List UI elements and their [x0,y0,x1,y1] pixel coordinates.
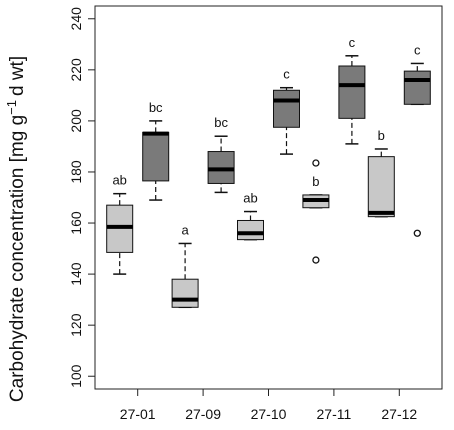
significance-label: ab [243,191,257,206]
box-27-09-light: a [171,222,199,309]
box-27-09-dark: bc [207,115,235,194]
box-27-11-light: b [302,159,330,264]
box-body [237,219,264,241]
significance-label: c [414,42,421,57]
y-axis-label-superscript: −1 [4,100,19,115]
y-tick-label: 140 [68,262,84,286]
box-body [338,65,366,119]
y-tick-label: 160 [68,211,84,235]
box-27-11-dark: c [338,35,366,145]
outlier-point [413,229,421,237]
y-tick-label: 120 [68,313,84,337]
x-tick-label: 27-12 [381,406,417,422]
y-tick-label: 100 [68,364,84,388]
box-27-10-dark: c [273,67,300,155]
y-tick-label: 220 [68,58,84,82]
y-tick-label: 180 [68,160,84,184]
x-tick-label: 27-09 [185,406,221,422]
significance-label: bc [149,100,163,115]
box-body [403,70,431,105]
y-axis-label: Carbohydrate concentration [mg g−1 d wt] [4,56,28,402]
significance-label: b [312,174,319,189]
outlier-point [312,159,320,167]
box-27-01-dark: bc [142,100,170,201]
box-27-12-dark: c [403,42,431,237]
significance-label: bc [214,115,228,130]
box-27-12-light: b [367,128,395,218]
y-tick-label: 240 [68,7,84,31]
x-axis: 27-01 27-09 27-10 27-11 27-12 [120,389,417,422]
significance-label: b [378,128,385,143]
box-27-01-light: ab [106,173,134,275]
significance-label: c [283,67,290,82]
box-27-10-light: ab [237,191,264,241]
y-axis-label-main: Carbohydrate concentration [mg g [7,115,28,402]
y-axis-label-tail: d wt] [7,56,28,96]
box-body [367,156,395,218]
outlier-point [312,256,320,264]
y-tick-label: 200 [68,109,84,133]
significance-label: c [349,35,356,50]
x-tick-label: 27-10 [251,406,287,422]
significance-label: a [181,222,189,237]
x-tick-label: 27-01 [120,406,156,422]
y-axis: 100 120 140 160 180 200 220 240 [68,7,95,388]
box-body [142,131,170,182]
box-body [171,278,199,308]
box-body [273,89,300,128]
significance-label: ab [112,173,126,188]
x-tick-label: 27-11 [317,406,352,422]
